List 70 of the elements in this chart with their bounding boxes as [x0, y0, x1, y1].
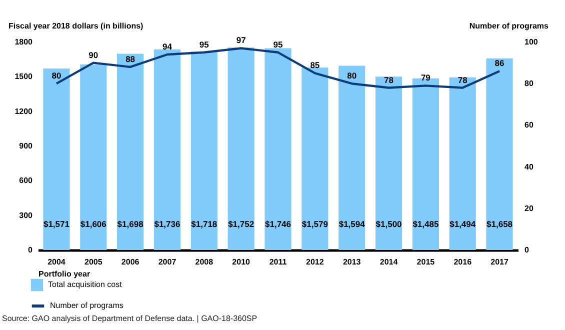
data-label: $1,718: [191, 219, 218, 229]
data-label: $1,752: [228, 219, 254, 229]
data-label: 85: [310, 60, 320, 70]
x-tick-label: 2012: [306, 258, 324, 266]
y2-tick-label: 40: [524, 162, 534, 172]
bar: [117, 54, 144, 250]
data-label: $1,698: [117, 219, 144, 229]
data-label: 95: [273, 39, 283, 50]
y2-tick-label: 60: [524, 120, 534, 130]
x-tick-label: 2011: [269, 258, 288, 266]
x-tick-label: 2014: [380, 258, 398, 266]
y-tick-label: 900: [19, 142, 34, 150]
data-label: 88: [126, 54, 136, 64]
y-tick-label: 1200: [14, 106, 34, 116]
data-label: 95: [199, 39, 210, 50]
data-label: $1,571: [43, 219, 70, 229]
x-tick-label: 2008: [195, 258, 214, 266]
data-label: $1,494: [450, 219, 476, 229]
y-tick-label: 600: [19, 176, 34, 186]
data-label: $1,658: [486, 219, 513, 229]
bar: [43, 68, 70, 250]
data-label: $1,736: [154, 219, 180, 229]
bar: [190, 51, 218, 250]
data-label: 97: [236, 35, 246, 46]
y2-tick-label: 100: [524, 38, 538, 46]
bar: [302, 68, 328, 250]
data-label: $1,746: [265, 219, 292, 229]
data-label: 90: [88, 50, 98, 60]
x-axis-title: Portfolio year: [38, 270, 90, 278]
data-label: 78: [384, 74, 394, 85]
x-tick-label: 2004: [48, 258, 66, 266]
legend-label: Total acquisition cost: [48, 280, 123, 289]
bar: [80, 64, 107, 250]
bar: [264, 48, 292, 250]
data-label: 80: [52, 70, 62, 81]
x-tick-label: 2005: [84, 258, 103, 266]
bar: [154, 49, 181, 250]
data-label: 94: [162, 41, 172, 52]
data-label: $1,579: [302, 219, 328, 229]
x-tick-label: 2006: [121, 258, 140, 266]
y2-tick-label: 0: [524, 246, 530, 254]
data-label: 78: [458, 74, 468, 85]
y-axis-title: Fiscal year 2018 dollars (in billions): [8, 22, 144, 30]
bar: [375, 76, 402, 250]
y2-axis-title: Number of programs: [469, 22, 550, 30]
y-tick-label: 1500: [14, 72, 34, 82]
data-label: 79: [420, 72, 431, 83]
x-tick-label: 2017: [490, 258, 509, 266]
data-label: 80: [347, 70, 357, 81]
bar: [486, 58, 513, 250]
x-tick-label: 2015: [416, 258, 436, 266]
x-tick-label: 2016: [454, 258, 472, 266]
x-tick-label: 2007: [158, 258, 177, 266]
legend-label: Number of programs: [50, 301, 124, 310]
x-tick-label: 2010: [232, 258, 251, 266]
y2-tick-label: 20: [524, 204, 534, 213]
y-tick-label: 0: [28, 246, 34, 254]
data-label: $1,500: [376, 219, 402, 229]
bar: [449, 77, 476, 250]
bar: [338, 66, 366, 250]
data-label: $1,594: [338, 219, 366, 229]
y-tick-label: 300: [19, 210, 34, 220]
y-tick-label: 1800: [14, 38, 34, 46]
y2-tick-label: 80: [524, 79, 534, 88]
data-label: 86: [494, 58, 505, 68]
data-label: $1,606: [80, 219, 107, 229]
source-note: Source: GAO analysis of Department of Defense data. | GAO-18-360SP: [2, 314, 258, 323]
x-tick-label: 2013: [342, 258, 362, 266]
bar: [228, 48, 254, 250]
data-label: $1,485: [412, 219, 439, 229]
